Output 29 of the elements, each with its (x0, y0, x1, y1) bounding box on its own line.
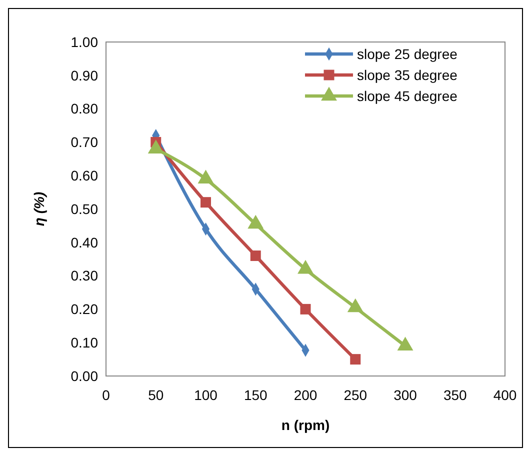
point (300, 304, 311, 314)
y-tick-label: 0.60 (70, 168, 98, 184)
x-tick-label: 0 (102, 387, 110, 403)
x-tick-label: 300 (394, 387, 418, 403)
x-tick-label: 200 (294, 387, 318, 403)
x-tick-label: 150 (244, 387, 268, 403)
y-tick-label: 0.10 (70, 334, 98, 350)
point (200, 197, 211, 208)
point (350, 354, 361, 365)
x-tick-label: 50 (148, 387, 164, 403)
x-tick-label: 350 (443, 387, 468, 403)
x-tick-label: 400 (493, 387, 517, 403)
y-tick-label: 0.20 (70, 301, 98, 318)
legend-label: slope 25 degree (357, 46, 458, 62)
y-tick-label: 0.40 (70, 234, 98, 250)
x-axis-title: n (rpm) (281, 417, 330, 433)
y-tick-label: 0.00 (70, 368, 98, 384)
point (250, 250, 261, 262)
y-tick-label: 0.70 (70, 134, 98, 150)
y-tick-label: 0.30 (70, 268, 98, 284)
y-tick-label: 0.50 (70, 200, 98, 217)
y-tick-label: 0.80 (70, 100, 98, 117)
legend-label: slope 35 degree (357, 66, 458, 83)
y-axis-title: η (%) (31, 192, 47, 226)
x-tick-label: 250 (344, 387, 368, 403)
legend-label: slope 45 degree (357, 88, 458, 104)
x-tick-label: 100 (194, 387, 218, 403)
y-tick-label: 0.90 (70, 67, 98, 84)
y-tick-label: 1.00 (70, 34, 98, 50)
